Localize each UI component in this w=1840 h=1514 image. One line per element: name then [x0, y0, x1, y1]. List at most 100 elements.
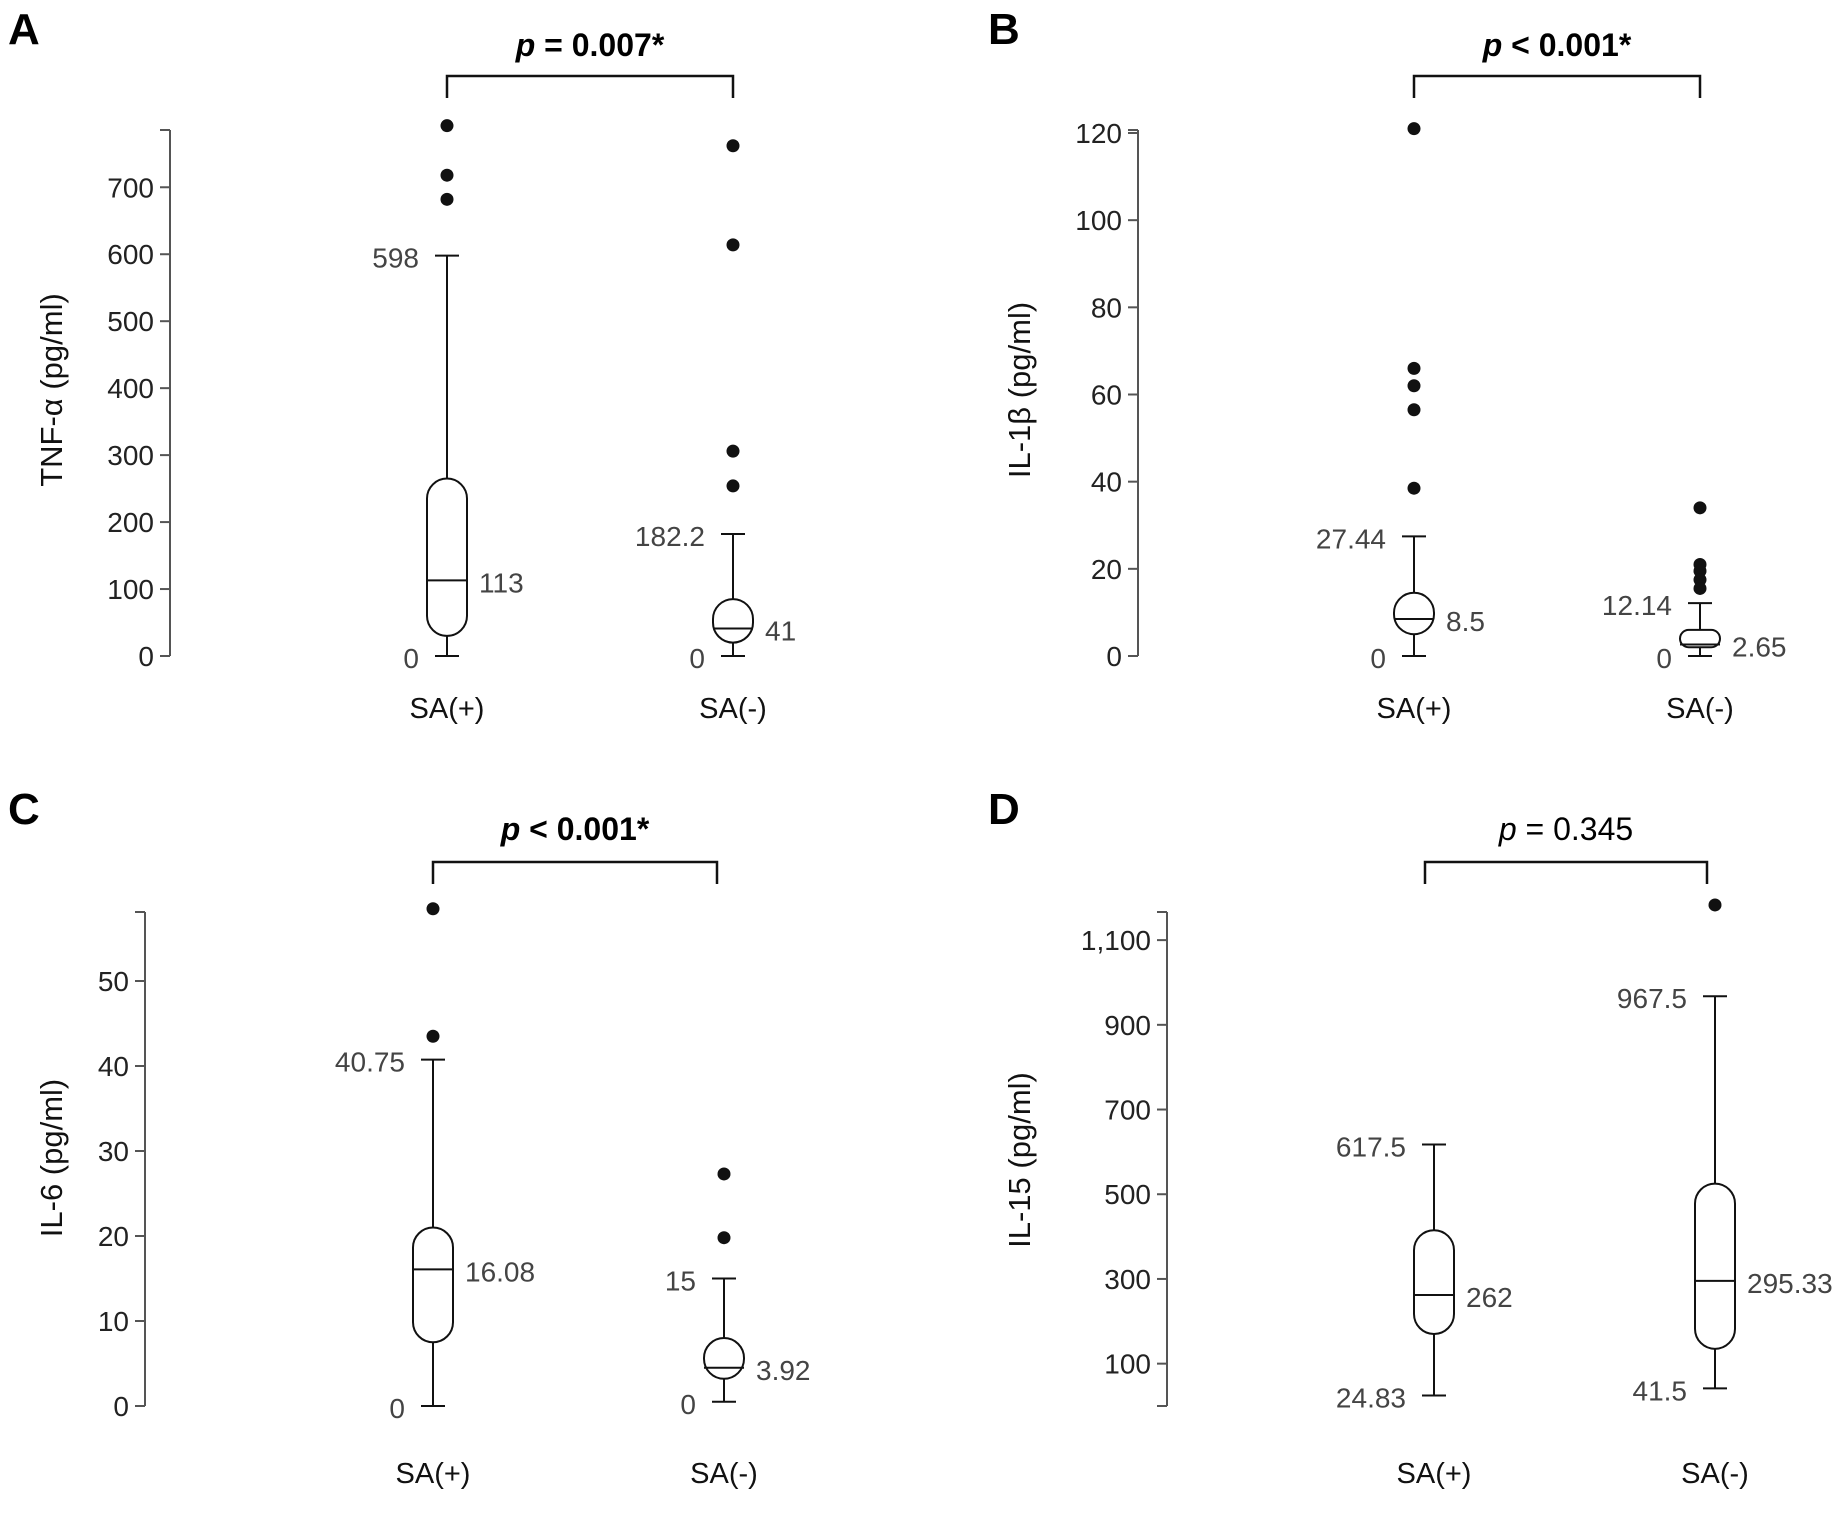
y-axis-label: IL-15 (pg/ml) — [1002, 1072, 1037, 1248]
p-value-italic: p — [1482, 27, 1503, 63]
outlier-point — [726, 139, 740, 153]
y-axis-label: IL-6 (pg/ml) — [34, 1079, 69, 1237]
whisker-high-label: 27.44 — [1316, 523, 1386, 554]
outlier-point — [1708, 898, 1722, 912]
outlier-point — [440, 119, 454, 133]
outlier-point — [426, 902, 440, 916]
whisker-high-label: 40.75 — [335, 1047, 405, 1078]
y-tick-label: 0 — [138, 641, 154, 672]
y-tick-label: 1,100 — [1081, 925, 1151, 956]
outlier-point — [440, 192, 454, 206]
outlier-point — [726, 479, 740, 493]
y-tick-label: 700 — [1104, 1095, 1151, 1126]
y-tick-label: 20 — [98, 1221, 129, 1252]
box-sa-neg: 182.2 0 41 SA(-) — [635, 139, 796, 725]
outlier-point — [440, 168, 454, 182]
significance-bracket — [1423, 860, 1709, 884]
whisker-low-label: 0 — [403, 643, 419, 674]
outlier-point — [1407, 379, 1421, 393]
whisker-low-label: 0 — [1656, 643, 1672, 674]
box-sa-neg: 967.5 41.5 295.33 SA(-) — [1617, 898, 1833, 1490]
x-category-label: SA(-) — [1681, 1458, 1749, 1490]
x-category-label: SA(-) — [699, 693, 767, 725]
p-value-text: = 0.007* — [535, 27, 665, 63]
iqr-box — [412, 1226, 454, 1344]
x-category-label: SA(+) — [396, 1458, 471, 1490]
outlier-point — [1407, 403, 1421, 417]
significance-bracket — [431, 860, 719, 884]
x-category-label: SA(-) — [690, 1458, 758, 1490]
whisker-low-label: 0 — [680, 1389, 696, 1420]
y-tick-label: 600 — [107, 239, 154, 270]
outlier-point — [426, 1029, 440, 1043]
y-tick-label: 120 — [1075, 118, 1122, 149]
iqr-box — [1393, 591, 1435, 636]
y-axis-label: TNF-α (pg/ml) — [34, 293, 69, 487]
p-value-label: p < 0.001* — [1482, 27, 1632, 63]
x-category-label: SA(+) — [1377, 693, 1452, 725]
median-label: 41 — [765, 616, 796, 647]
x-category-label: SA(-) — [1666, 693, 1734, 725]
whisker-low-label: 0 — [689, 643, 705, 674]
whisker-low-label: 0 — [389, 1393, 405, 1424]
p-value-text: < 0.001* — [1502, 27, 1632, 63]
outlier-point — [726, 444, 740, 458]
y-tick-label: 500 — [1104, 1179, 1151, 1210]
box-sa-neg: 15 0 3.92 SA(-) — [665, 1167, 811, 1490]
whisker-high-label: 617.5 — [1336, 1131, 1406, 1162]
y-tick-label: 100 — [1075, 205, 1122, 236]
y-tick-label: 20 — [1091, 554, 1122, 585]
y-tick-label: 300 — [107, 440, 154, 471]
x-category-label: SA(+) — [410, 693, 485, 725]
whisker-low-label: 41.5 — [1633, 1375, 1688, 1406]
median-label: 8.5 — [1446, 606, 1485, 637]
median-label: 295.33 — [1747, 1268, 1833, 1299]
p-value-label: p = 0.345 — [1498, 811, 1633, 847]
y-tick-label: 900 — [1104, 1010, 1151, 1041]
outlier-point — [717, 1231, 731, 1245]
whisker-high-label: 182.2 — [635, 521, 705, 552]
whisker-high-label: 12.14 — [1602, 590, 1672, 621]
y-tick-label: 50 — [98, 966, 129, 997]
y-tick-label: 80 — [1091, 292, 1122, 323]
whisker-low-label: 24.83 — [1336, 1382, 1406, 1413]
iqr-box — [426, 477, 468, 637]
y-tick-label: 0 — [113, 1391, 129, 1422]
outlier-point — [717, 1167, 731, 1181]
panel-letter: A — [8, 5, 40, 54]
y-tick-label: 700 — [107, 172, 154, 203]
median-label: 3.92 — [756, 1355, 811, 1386]
y-tick-label: 60 — [1091, 380, 1122, 411]
iqr-box — [1413, 1229, 1455, 1336]
median-label: 2.65 — [1732, 631, 1787, 662]
y-tick-label: 200 — [107, 507, 154, 538]
p-value-label: p = 0.007* — [515, 27, 665, 63]
outlier-point — [1407, 122, 1421, 136]
y-tick-label: 0 — [1106, 641, 1122, 672]
outlier-point — [1407, 481, 1421, 495]
p-value-italic: p — [1498, 811, 1517, 847]
whisker-high-label: 967.5 — [1617, 983, 1687, 1014]
y-tick-label: 10 — [98, 1306, 129, 1337]
box-sa-pos: 40.75 0 16.08 SA(+) — [335, 902, 535, 1490]
iqr-box — [1694, 1182, 1736, 1350]
median-label: 262 — [1466, 1282, 1513, 1313]
outlier-point — [1407, 361, 1421, 375]
p-value-text: = 0.345 — [1517, 811, 1634, 847]
y-tick-label: 300 — [1104, 1264, 1151, 1295]
outlier-point — [1693, 581, 1707, 595]
median-label: 113 — [479, 567, 524, 598]
iqr-box — [703, 1337, 745, 1380]
y-tick-label: 400 — [107, 373, 154, 404]
y-tick-label: 30 — [98, 1136, 129, 1167]
box-sa-neg: 12.14 0 2.65 SA(-) — [1602, 501, 1787, 725]
box-sa-pos: 617.5 24.83 262 SA(+) — [1336, 1131, 1513, 1490]
y-axis-label: IL-1β (pg/ml) — [1002, 302, 1037, 478]
y-tick-label: 500 — [107, 306, 154, 337]
whisker-high-label: 598 — [372, 243, 419, 274]
outlier-point — [726, 238, 740, 252]
